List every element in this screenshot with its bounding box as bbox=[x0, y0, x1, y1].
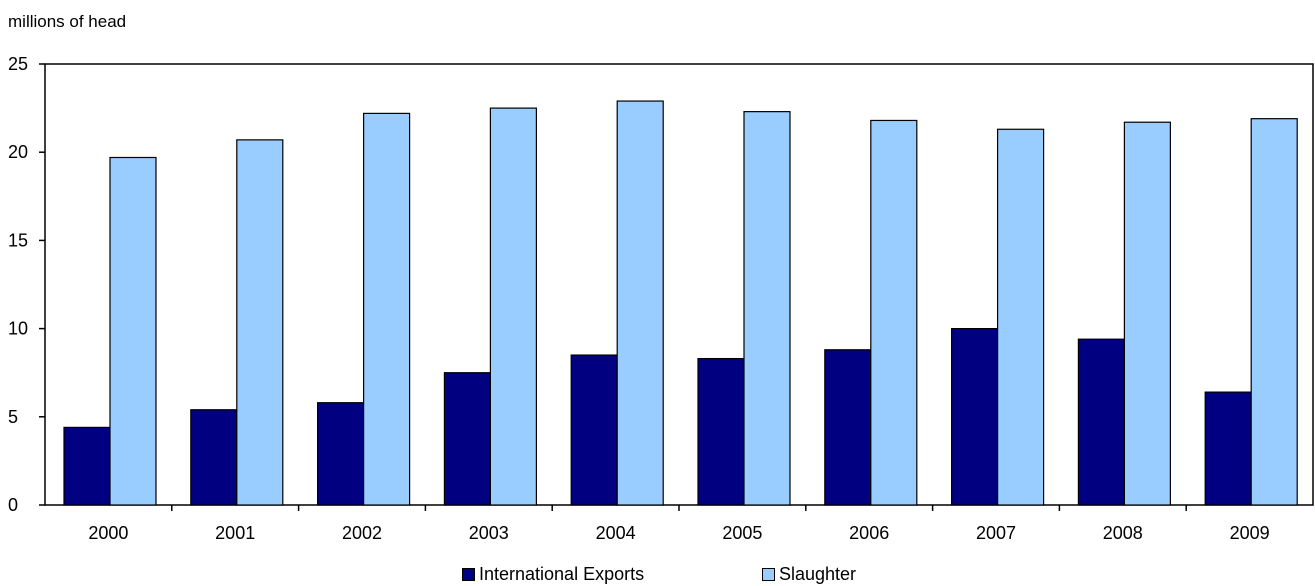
legend-label-international-exports: International Exports bbox=[479, 564, 645, 584]
x-tick-label: 2006 bbox=[849, 523, 889, 543]
y-axis-label: millions of head bbox=[8, 12, 127, 31]
bar-international-exports bbox=[1077, 338, 1126, 506]
legend: International Exports Slaughter bbox=[0, 564, 1315, 586]
x-tick-label: 2003 bbox=[469, 523, 509, 543]
bar-slaughter bbox=[870, 119, 918, 506]
legend-swatch-international-exports bbox=[462, 568, 475, 581]
bar-slaughter bbox=[616, 100, 664, 506]
bar-slaughter bbox=[363, 112, 411, 506]
bar-slaughter bbox=[109, 156, 157, 506]
bar-chart: 0 5 10 15 20 25 2000 2001 2002 2003 2004 2005 2006 20… bbox=[8, 54, 1314, 543]
x-tick-label: 2008 bbox=[1103, 523, 1143, 543]
y-tick-label: 0 bbox=[8, 495, 18, 515]
y-tick-label: 5 bbox=[8, 407, 18, 427]
y-tick-label: 25 bbox=[8, 54, 28, 74]
bar-slaughter bbox=[743, 111, 791, 506]
x-tick-label: 2007 bbox=[976, 523, 1016, 543]
legend-label-slaughter: Slaughter bbox=[779, 564, 857, 584]
x-tick-label: 2001 bbox=[215, 523, 255, 543]
bar-slaughter bbox=[996, 128, 1045, 506]
y-tick-label: 20 bbox=[8, 142, 28, 162]
y-tick-label: 15 bbox=[8, 230, 28, 250]
bar-international-exports bbox=[63, 426, 111, 506]
x-tick-label: 2005 bbox=[722, 523, 762, 543]
bar-international-exports bbox=[317, 402, 365, 506]
x-tick-label: 2000 bbox=[88, 523, 128, 543]
bar-international-exports bbox=[950, 328, 999, 506]
legend-item-international-exports: International Exports bbox=[462, 564, 644, 585]
bar-international-exports bbox=[443, 372, 491, 506]
bar-slaughter bbox=[489, 107, 537, 506]
legend-swatch-slaughter bbox=[762, 568, 775, 581]
x-tick-label: 2009 bbox=[1230, 523, 1270, 543]
bar-international-exports bbox=[570, 354, 618, 506]
bar-international-exports bbox=[190, 409, 238, 506]
legend-item-slaughter: Slaughter bbox=[762, 564, 856, 585]
x-tick-label: 2004 bbox=[596, 523, 636, 543]
bar-international-exports bbox=[697, 357, 745, 506]
y-tick-label: 10 bbox=[8, 319, 28, 339]
bar-international-exports bbox=[824, 349, 872, 506]
bar-slaughter bbox=[1250, 118, 1298, 506]
x-tick-label: 2002 bbox=[342, 523, 382, 543]
bar-international-exports bbox=[1204, 391, 1252, 506]
bar-slaughter bbox=[1123, 121, 1172, 506]
bar-slaughter bbox=[236, 139, 284, 506]
